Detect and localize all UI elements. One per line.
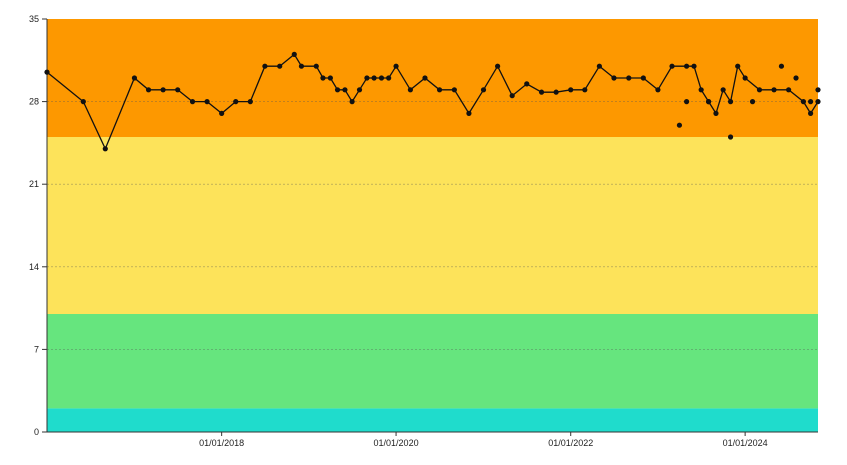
band-0 xyxy=(47,408,818,432)
data-point xyxy=(204,99,210,105)
y-tick-label: 14 xyxy=(29,262,39,272)
data-point xyxy=(735,63,741,69)
data-point xyxy=(713,110,719,116)
grid-lines xyxy=(47,101,818,350)
data-point xyxy=(189,99,196,105)
data-point xyxy=(393,63,399,69)
data-point xyxy=(553,89,559,95)
data-point xyxy=(422,75,428,81)
data-point xyxy=(334,87,341,93)
data-point xyxy=(742,75,748,81)
data-point xyxy=(626,75,632,81)
band-1 xyxy=(47,314,818,409)
x-axis-ticks: 01/01/2018 01/01/2020 01/01/2022 01/01/2024 xyxy=(199,432,768,448)
data-point xyxy=(313,63,319,69)
y-tick-label: 7 xyxy=(34,344,39,354)
data-point xyxy=(364,75,370,81)
background-bands xyxy=(47,19,818,432)
data-point xyxy=(356,87,363,93)
data-point xyxy=(655,87,661,93)
data-point xyxy=(480,87,487,93)
data-point xyxy=(247,99,253,105)
data-point xyxy=(669,63,675,69)
data-point xyxy=(320,75,326,81)
data-point xyxy=(495,63,501,69)
y-tick-label: 35 xyxy=(29,14,39,24)
data-point xyxy=(80,99,86,105)
data-point xyxy=(815,87,821,93)
data-point xyxy=(756,87,763,93)
data-point xyxy=(727,99,734,105)
data-point xyxy=(342,87,348,93)
data-point xyxy=(538,89,545,95)
y-tick-label: 21 xyxy=(29,179,39,189)
data-point xyxy=(131,75,138,81)
data-point xyxy=(327,75,333,81)
y-axis-ticks: 0 7 14 21 28 35 xyxy=(29,14,47,437)
band-2 xyxy=(47,137,818,314)
data-point xyxy=(800,99,807,105)
data-point xyxy=(683,63,690,69)
data-point xyxy=(778,63,785,69)
data-point xyxy=(640,75,646,81)
data-point xyxy=(349,99,355,105)
data-point xyxy=(815,99,821,105)
data-point xyxy=(145,87,152,93)
data-point xyxy=(371,75,377,81)
data-point xyxy=(749,99,756,105)
data-point xyxy=(262,63,268,69)
axes xyxy=(46,19,818,433)
y-tick-label: 0 xyxy=(34,427,39,437)
data-point xyxy=(793,75,799,81)
data-point xyxy=(807,110,814,116)
data-point xyxy=(298,63,305,69)
data-point xyxy=(175,87,181,93)
data-point xyxy=(219,110,225,116)
data-point xyxy=(160,87,166,93)
data-point xyxy=(727,134,734,140)
data-point xyxy=(611,75,617,81)
data-point xyxy=(568,87,574,93)
data-point xyxy=(44,69,50,75)
data-point xyxy=(807,99,814,105)
data-point xyxy=(277,63,283,69)
data-point xyxy=(676,122,683,128)
data-point xyxy=(786,87,792,93)
data-point xyxy=(524,81,530,87)
data-point xyxy=(436,87,443,93)
data-point xyxy=(407,87,413,93)
data-point xyxy=(386,75,392,81)
data-point xyxy=(582,87,588,93)
data-point xyxy=(596,63,602,69)
series-group xyxy=(44,51,821,152)
data-point xyxy=(720,87,726,93)
x-tick-label: 01/01/2020 xyxy=(374,438,419,448)
x-tick-label: 01/01/2018 xyxy=(199,438,244,448)
data-point xyxy=(233,99,239,105)
data-point xyxy=(509,93,515,99)
x-tick-label: 01/01/2024 xyxy=(723,438,768,448)
data-point xyxy=(698,87,704,93)
data-point xyxy=(691,63,697,69)
data-point xyxy=(378,75,385,81)
data-point xyxy=(683,99,690,105)
x-tick-label: 01/01/2022 xyxy=(548,438,593,448)
band-3 xyxy=(47,19,818,137)
y-tick-label: 28 xyxy=(29,97,39,107)
data-point xyxy=(451,87,457,93)
data-point xyxy=(771,87,777,93)
data-point xyxy=(102,146,108,152)
data-point xyxy=(466,110,472,116)
data-point xyxy=(291,51,297,58)
data-point xyxy=(705,99,712,105)
